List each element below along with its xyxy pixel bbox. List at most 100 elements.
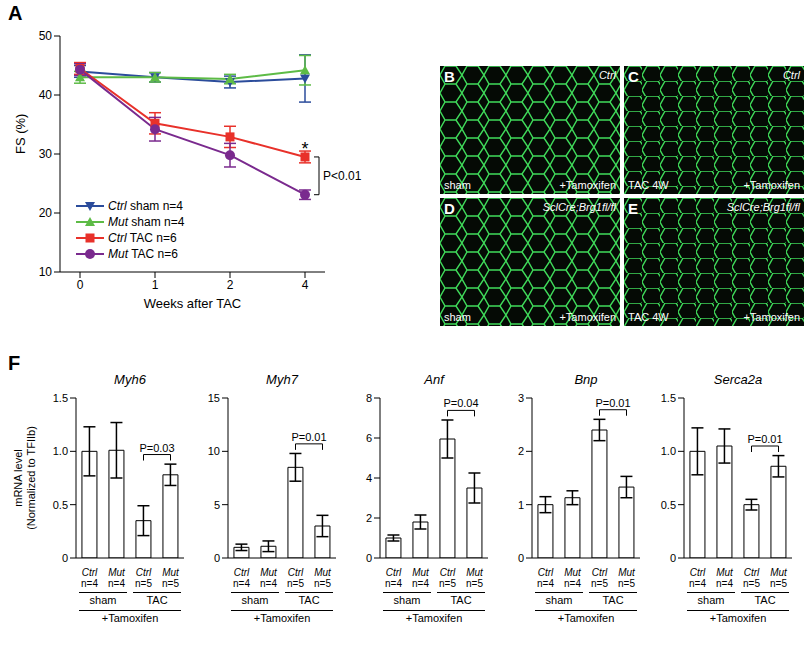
html-text:+Tamoxifen: +Tamoxifen — [743, 179, 800, 191]
html-text:Ctrl: Ctrl — [782, 69, 800, 81]
svg-text:Ctrln=4: Ctrln=4 — [233, 567, 250, 589]
svg-text:50: 50 — [39, 29, 53, 43]
svg-text:0: 0 — [77, 278, 84, 292]
html-text:TAC: TAC — [754, 594, 776, 606]
svg-text:4: 4 — [366, 472, 372, 484]
svg-text:40: 40 — [39, 88, 53, 102]
html-text:sham: sham — [697, 594, 725, 606]
html-text:Ctrl sham n=4: Ctrl sham n=4 — [108, 199, 183, 213]
svg-text:Ctrln=5: Ctrln=5 — [743, 567, 760, 589]
html-text:SclCre;Brg1fl/fl: SclCre;Brg1fl/fl — [542, 201, 616, 213]
svg-text:1.5: 1.5 — [53, 392, 68, 404]
svg-text:1.0: 1.0 — [661, 445, 676, 457]
svg-text:10: 10 — [208, 445, 220, 457]
html-text:A: A — [8, 2, 23, 24]
svg-text:3: 3 — [518, 392, 524, 404]
svg-text:P=0.01: P=0.01 — [595, 397, 630, 409]
svg-text:Mutn=5: Mutn=5 — [162, 567, 180, 589]
svg-text:Mutn=4: Mutn=4 — [716, 567, 734, 589]
html-text:Myh7: Myh7 — [266, 372, 298, 387]
html-text:TAC: TAC — [298, 594, 320, 606]
svg-text:Mutn=4: Mutn=4 — [108, 567, 126, 589]
svg-text:4: 4 — [302, 278, 309, 292]
svg-text:0: 0 — [366, 552, 372, 564]
svg-text:8: 8 — [366, 392, 372, 404]
html-text:Ctrl: Ctrl — [598, 69, 616, 81]
svg-text:15: 15 — [208, 392, 220, 404]
svg-text:6: 6 — [366, 432, 372, 444]
svg-text:2: 2 — [518, 445, 524, 457]
svg-text:Ctrln=5: Ctrln=5 — [287, 567, 304, 589]
html-text:TAC 4W: TAC 4W — [628, 179, 669, 191]
svg-text:30: 30 — [39, 147, 53, 161]
html-text:Ctrl TAC n=6: Ctrl TAC n=6 — [108, 231, 177, 245]
html-text:SclCre;Brg1fl/fl: SclCre;Brg1fl/fl — [726, 201, 800, 213]
html-text:F: F — [8, 352, 21, 374]
svg-text:2: 2 — [227, 278, 234, 292]
html-text:C: C — [628, 68, 639, 85]
html-text:sham: sham — [89, 594, 117, 606]
svg-text:Ctrln=4: Ctrln=4 — [689, 567, 706, 589]
svg-text:Ctrln=5: Ctrln=5 — [591, 567, 608, 589]
svg-text:0: 0 — [214, 552, 220, 564]
svg-text:1: 1 — [518, 499, 524, 511]
svg-text:1.0: 1.0 — [53, 445, 68, 457]
html-text:D: D — [444, 200, 455, 217]
html-text:+Tamoxifen: +Tamoxifen — [709, 612, 767, 624]
svg-text:Mutn=4: Mutn=4 — [564, 567, 582, 589]
html-text:+Tamoxifen: +Tamoxifen — [559, 179, 616, 191]
html-text:TAC: TAC — [602, 594, 624, 606]
html-text:TAC: TAC — [146, 594, 168, 606]
html-text:sham: sham — [545, 594, 573, 606]
html-text:+Tamoxifen: +Tamoxifen — [405, 612, 463, 624]
svg-text:0.5: 0.5 — [661, 499, 676, 511]
svg-text:2: 2 — [366, 512, 372, 524]
svg-text:Weeks after TAC: Weeks after TAC — [144, 296, 242, 311]
svg-text:1: 1 — [152, 278, 159, 292]
svg-text:P=0.04: P=0.04 — [443, 397, 478, 409]
svg-text:Ctrln=4: Ctrln=4 — [385, 567, 402, 589]
html-text:Mut sham n=4: Mut sham n=4 — [108, 215, 185, 229]
html-text:Anf: Anf — [424, 372, 444, 387]
svg-text:P=0.03: P=0.03 — [139, 442, 174, 454]
svg-text:Mutn=5: Mutn=5 — [466, 567, 484, 589]
html-text:+Tamoxifen: +Tamoxifen — [743, 311, 800, 323]
svg-text:P=0.01: P=0.01 — [747, 433, 782, 445]
html-text:+Tamoxifen: +Tamoxifen — [557, 612, 615, 624]
html-text:+Tamoxifen: +Tamoxifen — [253, 612, 311, 624]
svg-text:Mutn=5: Mutn=5 — [618, 567, 636, 589]
svg-text:mRNA level(Normalized to TFIIb: mRNA level(Normalized to TFIIb) — [12, 426, 37, 530]
svg-text:Mutn=4: Mutn=4 — [260, 567, 278, 589]
svg-text:20: 20 — [39, 206, 53, 220]
svg-text:0.5: 0.5 — [53, 499, 68, 511]
html-text:Mut TAC n=6: Mut TAC n=6 — [108, 247, 178, 261]
svg-text:5: 5 — [214, 499, 220, 511]
svg-text:Mutn=4: Mutn=4 — [412, 567, 430, 589]
html-text:sham: sham — [444, 179, 471, 191]
svg-text:Mutn=5: Mutn=5 — [770, 567, 788, 589]
html-text:Bnp: Bnp — [574, 372, 598, 387]
html-text:TAC: TAC — [450, 594, 472, 606]
html-text:sham: sham — [444, 311, 471, 323]
svg-text:0: 0 — [518, 552, 524, 564]
svg-text:0: 0 — [62, 552, 68, 564]
html-text:B: B — [444, 68, 455, 85]
html-text:+Tamoxifen: +Tamoxifen — [101, 612, 159, 624]
svg-text:Ctrln=5: Ctrln=5 — [439, 567, 456, 589]
html-text:+Tamoxifen: +Tamoxifen — [559, 311, 616, 323]
svg-text:FS (%): FS (%) — [13, 114, 28, 154]
svg-text:1.5: 1.5 — [661, 392, 676, 404]
html-text:Serca2a: Serca2a — [713, 372, 763, 387]
svg-text:P<0.01: P<0.01 — [323, 169, 362, 183]
svg-text:10: 10 — [39, 265, 53, 279]
svg-text:Mutn=5: Mutn=5 — [314, 567, 332, 589]
svg-text:Ctrln=4: Ctrln=4 — [81, 567, 98, 589]
svg-text:Ctrln=4: Ctrln=4 — [537, 567, 554, 589]
svg-text:Ctrln=5: Ctrln=5 — [135, 567, 152, 589]
html-text:Myh6: Myh6 — [114, 372, 146, 387]
html-text:sham: sham — [241, 594, 269, 606]
html-text:sham: sham — [393, 594, 421, 606]
html-text:TAC 4W: TAC 4W — [628, 311, 669, 323]
svg-text:0: 0 — [670, 552, 676, 564]
svg-text:P=0.01: P=0.01 — [291, 431, 326, 443]
